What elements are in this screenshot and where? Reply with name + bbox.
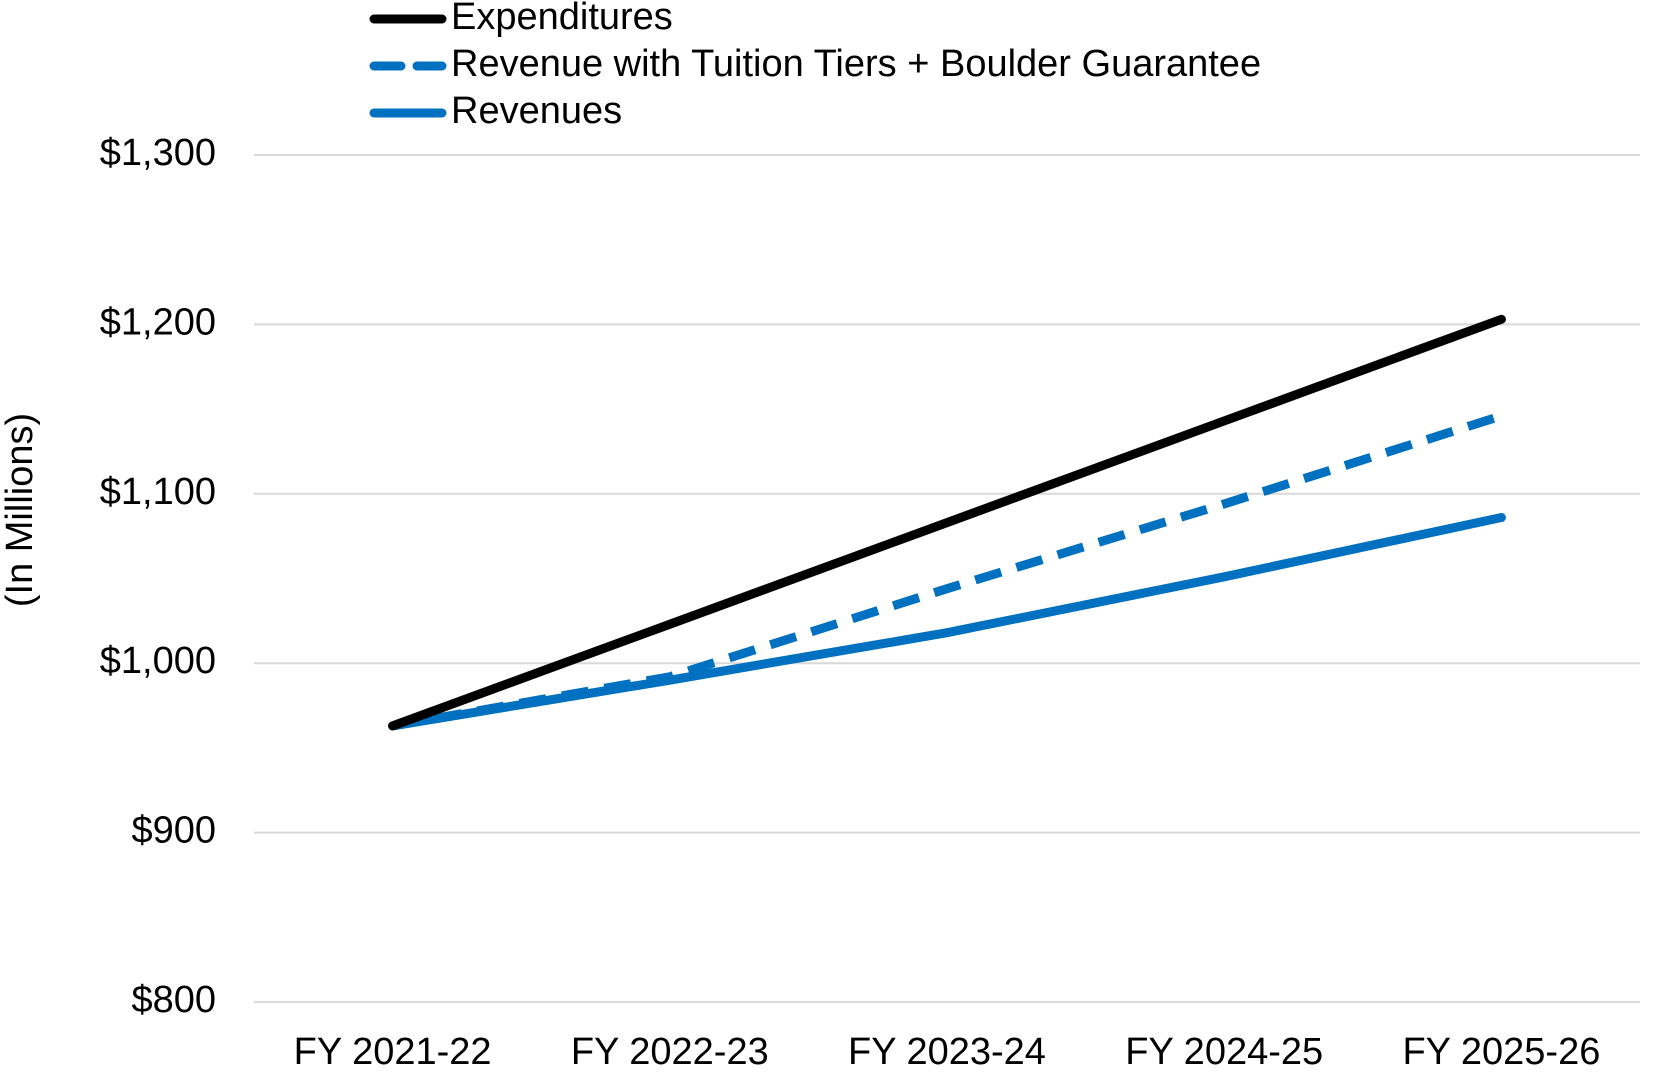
series-line <box>388 314 1506 731</box>
y-tick-label: $800 <box>131 979 216 1021</box>
y-tick-label: $1,000 <box>100 640 216 682</box>
y-tick-label: $900 <box>131 810 216 852</box>
series-line <box>391 411 1503 731</box>
legend-label: Revenue with Tuition Tiers + Boulder Gua… <box>451 43 1261 85</box>
x-tick-label: FY 2023-24 <box>848 1031 1046 1072</box>
legend-label: Expenditures <box>451 0 673 38</box>
x-tick-label: FY 2025-26 <box>1402 1031 1600 1072</box>
y-tick-label: $1,100 <box>100 471 216 513</box>
y-axis-title: (In Millions) <box>0 413 41 607</box>
x-tick-label: FY 2024-25 <box>1125 1031 1323 1072</box>
y-tick-label: $1,300 <box>100 132 216 174</box>
y-tick-label: $1,200 <box>100 301 216 343</box>
x-tick-label: FY 2021-22 <box>294 1031 492 1072</box>
legend-label: Revenues <box>451 90 622 132</box>
series-line <box>388 513 1506 731</box>
x-tick-label: FY 2022-23 <box>571 1031 769 1072</box>
